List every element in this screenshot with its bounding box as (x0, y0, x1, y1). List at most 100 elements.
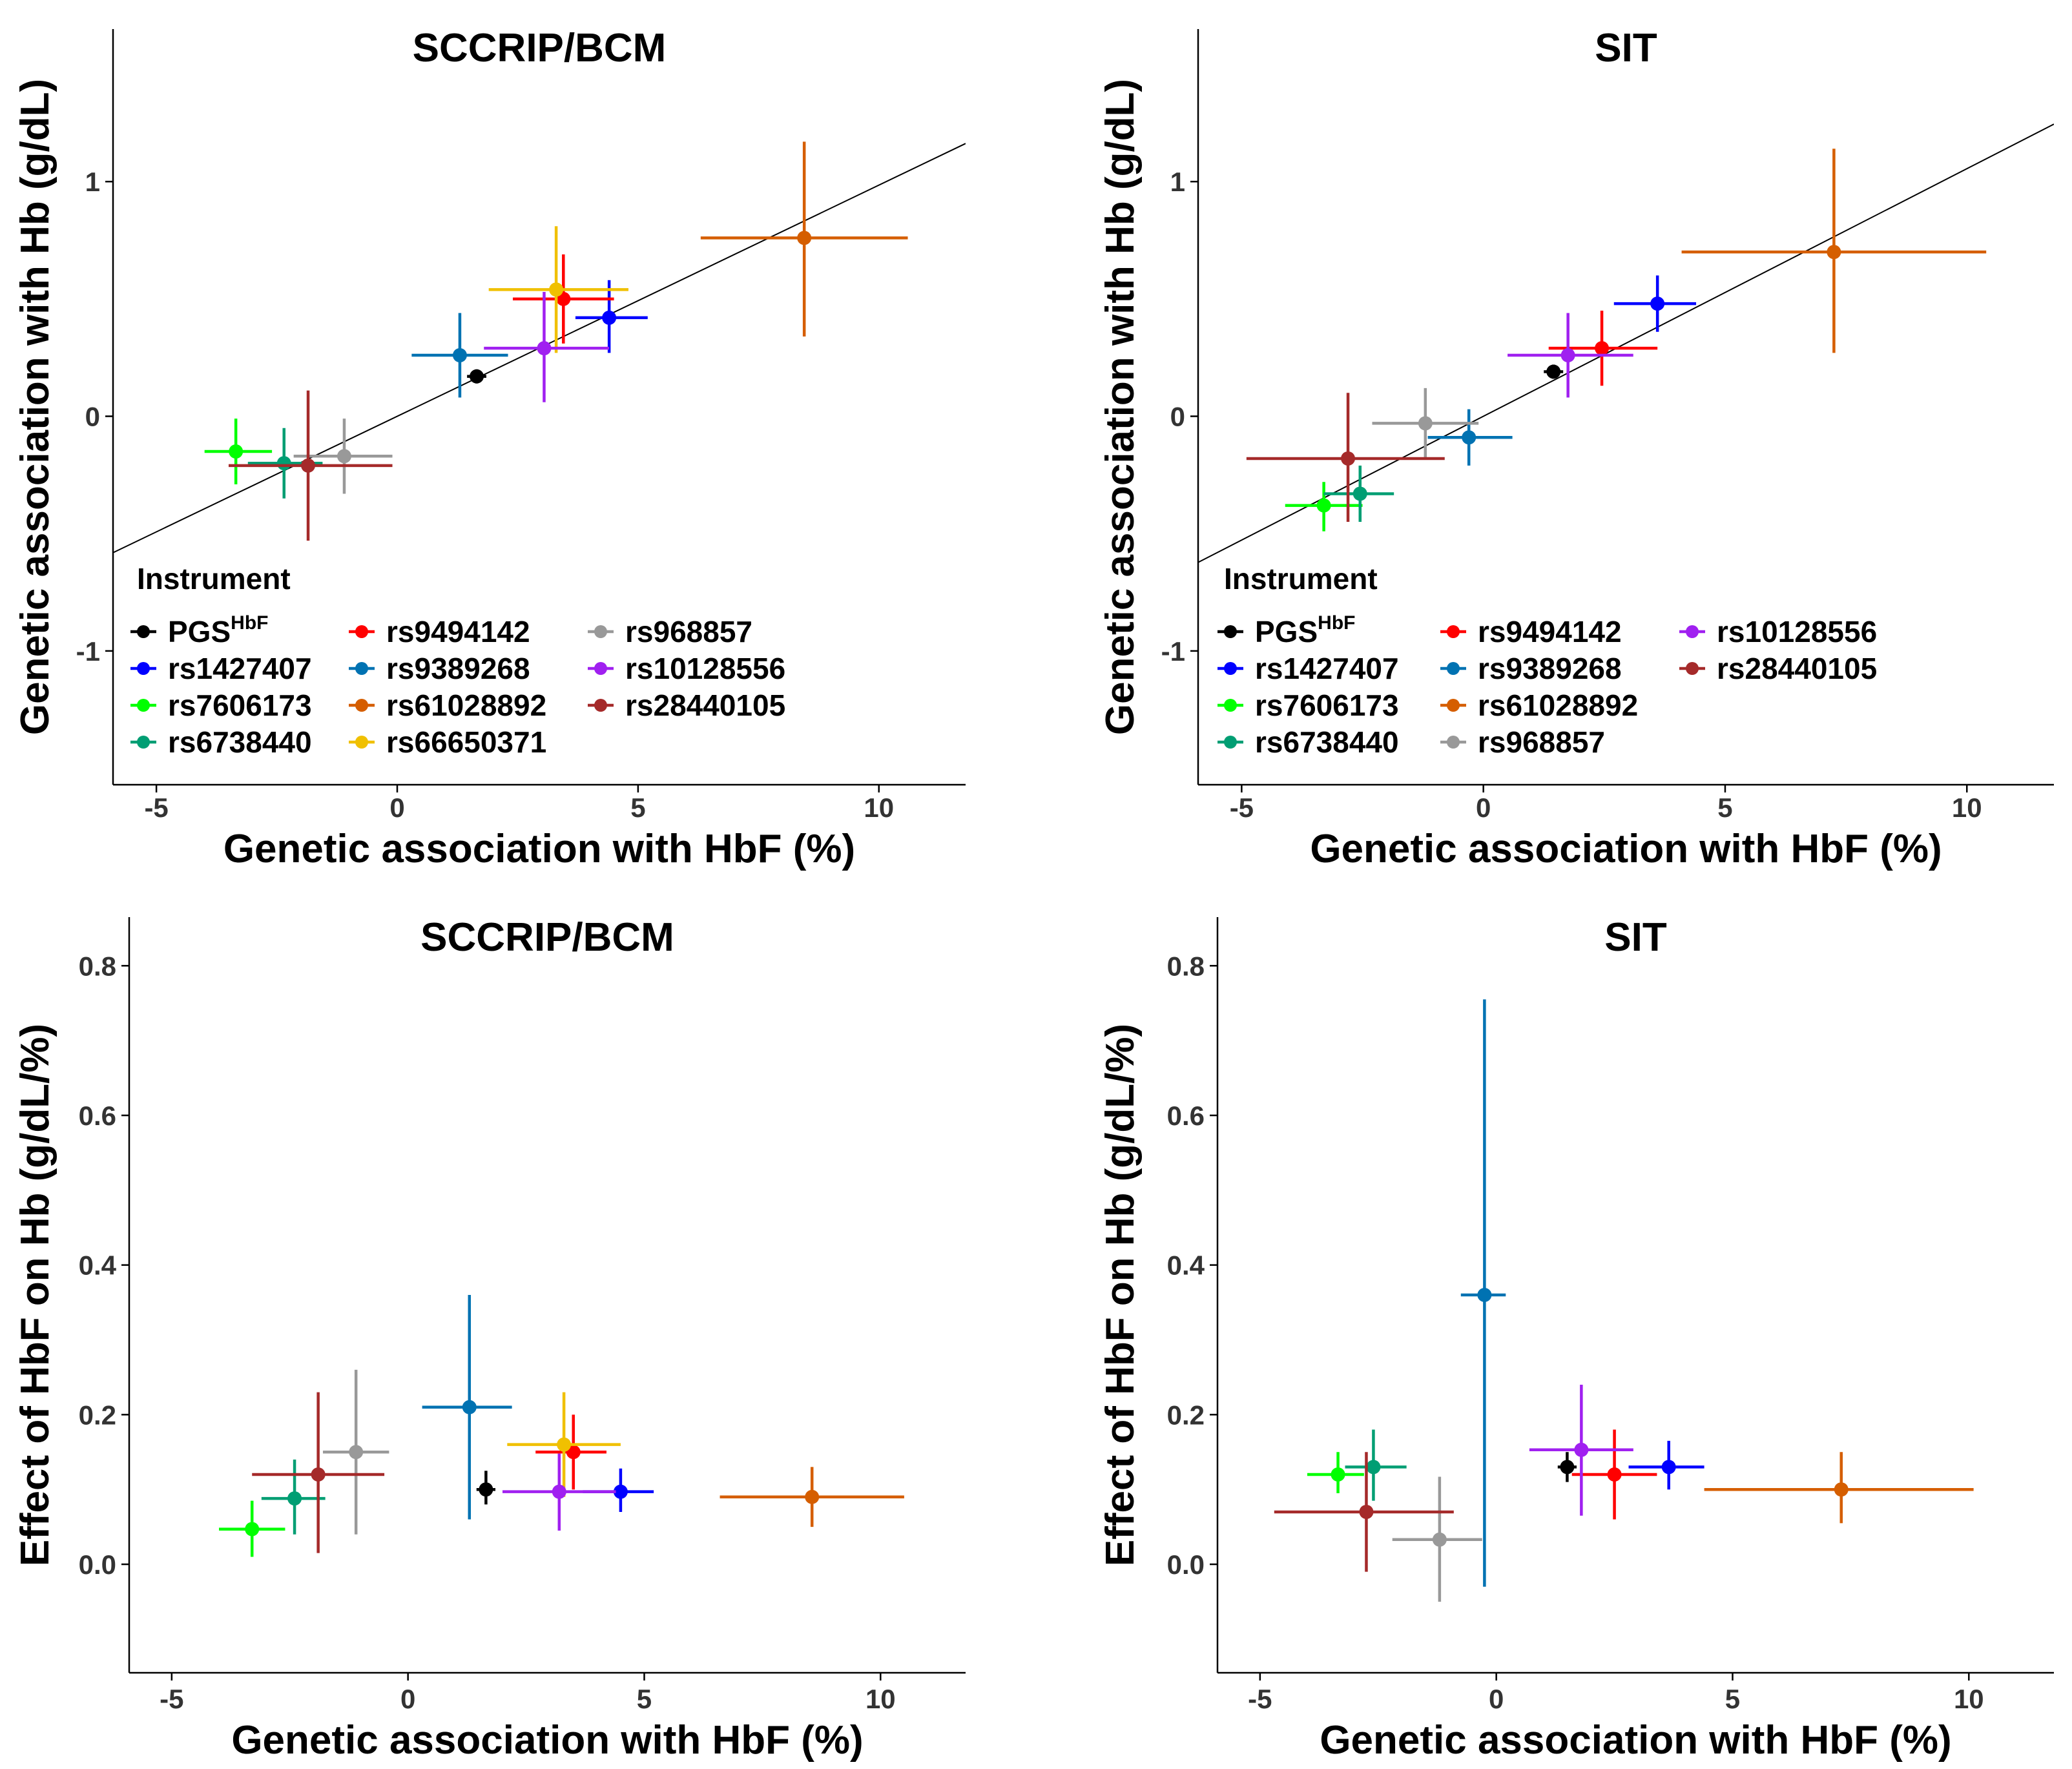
point-marker (1650, 296, 1665, 311)
point-marker (613, 1484, 628, 1499)
legend-item-PGS_HbF: PGSHbF (1217, 612, 1355, 648)
point-marker (552, 1484, 566, 1499)
legend-label: rs9494142 (1478, 615, 1622, 648)
point-marker (349, 1445, 364, 1460)
point-marker (1331, 1467, 1345, 1482)
y-tick-label: 0.8 (79, 951, 116, 981)
y-tick-label: 0 (85, 402, 100, 432)
point-marker (1477, 1288, 1492, 1302)
legend-key-marker (1447, 699, 1460, 712)
panel-title: SCCRIP/BCM (420, 915, 674, 960)
x-tick-label: 10 (1954, 1684, 1984, 1714)
point-PGS_HbF (1544, 364, 1564, 379)
panel-title: SCCRIP/BCM (413, 26, 667, 70)
legend-item-rs61028892: rs61028892 (349, 688, 546, 722)
legend-item-rs9389268: rs9389268 (1440, 652, 1622, 685)
point-marker (1560, 1460, 1575, 1474)
point-rs9389268 (411, 313, 508, 398)
point-rs7606173 (1307, 1452, 1364, 1493)
legend-item-rs1427407: rs1427407 (130, 652, 312, 685)
legend-key-marker (1224, 662, 1237, 675)
legend-label: PGSHbF (168, 612, 268, 648)
x-tick-label: 0 (1476, 792, 1491, 823)
legend-key-marker (1224, 699, 1237, 712)
point-rs66650371 (507, 1392, 621, 1497)
y-tick-label: 0.0 (79, 1549, 116, 1580)
x-tick-label: 10 (1952, 792, 1982, 823)
point-marker (557, 1437, 572, 1452)
y-tick-label: -1 (1161, 636, 1185, 667)
legend-key-marker (137, 699, 150, 712)
legend-item-rs9389268: rs9389268 (349, 652, 530, 685)
legend-key-marker (594, 625, 607, 638)
point-rs1427407 (1628, 1440, 1704, 1490)
legend-key-marker (1447, 625, 1460, 638)
point-rs968857 (322, 1369, 389, 1535)
point-marker (1607, 1467, 1622, 1482)
legend-key-marker (1224, 736, 1237, 749)
point-rs10128556 (1529, 1385, 1633, 1516)
legend-key-marker (137, 625, 150, 638)
y-tick-label: 0.0 (1167, 1549, 1205, 1580)
legend-item-rs6738440: rs6738440 (130, 725, 312, 759)
y-tick-label: 1 (85, 167, 100, 197)
point-marker (1546, 364, 1561, 379)
legend-label: rs1427407 (168, 652, 312, 685)
legend-label: rs7606173 (168, 688, 312, 722)
y-axis-title: Genetic association with Hb (g/dL) (1098, 79, 1143, 735)
point-rs6738440 (261, 1459, 326, 1535)
x-axis-title: Genetic association with HbF (%) (223, 827, 855, 871)
legend-label: rs10128556 (625, 652, 785, 685)
panel-title: SIT (1595, 26, 1657, 70)
legend-item-rs968857: rs968857 (588, 615, 752, 648)
point-PGS_HbF (467, 369, 486, 384)
point-marker (301, 458, 316, 473)
legend-label: rs61028892 (386, 688, 546, 722)
y-axis-title: Genetic association with Hb (g/dL) (13, 79, 57, 735)
point-marker (1834, 1482, 1849, 1497)
point-marker (229, 444, 243, 459)
point-marker (1827, 245, 1841, 260)
legend-key-marker (137, 736, 150, 749)
point-rs9494142 (1571, 1429, 1657, 1520)
legend-key-marker (355, 662, 368, 675)
panel-title: SIT (1604, 915, 1667, 960)
legend-label-superscript: HbF (1318, 612, 1355, 634)
legend-key-marker (1447, 736, 1460, 749)
point-rs28440105 (1274, 1452, 1454, 1572)
legend-label: rs9494142 (386, 615, 530, 648)
point-rs9389268 (1460, 999, 1506, 1587)
point-marker (245, 1522, 260, 1536)
point-rs1427407 (1613, 275, 1697, 332)
point-rs9494142 (535, 1414, 606, 1490)
legend-label: rs28440105 (1717, 652, 1877, 685)
point-marker (1359, 1504, 1374, 1519)
panel-sccrip-effect: SCCRIP/BCM -5 0 5 10 0.0 0.2 0.4 0.6 0.8 Genetic a… (13, 915, 966, 1763)
point-rs66650371 (488, 226, 628, 353)
legend-key-marker (594, 662, 607, 675)
point-rs61028892 (720, 1467, 904, 1527)
x-tick-label: 0 (400, 1684, 415, 1714)
point-rs61028892 (700, 141, 908, 336)
point-rs1427407 (575, 280, 648, 353)
legend-label: rs9389268 (386, 652, 530, 685)
legend-key-marker (1686, 625, 1699, 638)
legend-item-rs10128556: rs10128556 (588, 652, 785, 685)
point-marker (1574, 1442, 1589, 1457)
point-rs28440105 (1246, 393, 1445, 522)
y-tick-label: 0.2 (79, 1400, 116, 1430)
point-marker (276, 456, 291, 471)
y-tick-label: 0 (1170, 402, 1185, 432)
legend: Instrument PGSHbF rs1427407rs7606173rs6738… (130, 562, 785, 759)
x-tick-label: 5 (637, 1684, 652, 1714)
point-marker (470, 369, 484, 384)
y-tick-label: 0.6 (1167, 1101, 1205, 1131)
point-marker (797, 231, 812, 245)
point-marker (1432, 1532, 1447, 1547)
point-marker (1462, 430, 1476, 445)
point-rs9389268 (422, 1295, 512, 1520)
legend-item-rs28440105: rs28440105 (588, 688, 785, 722)
x-tick-label: -5 (160, 1684, 183, 1714)
legend-item-rs66650371: rs66650371 (349, 725, 546, 759)
